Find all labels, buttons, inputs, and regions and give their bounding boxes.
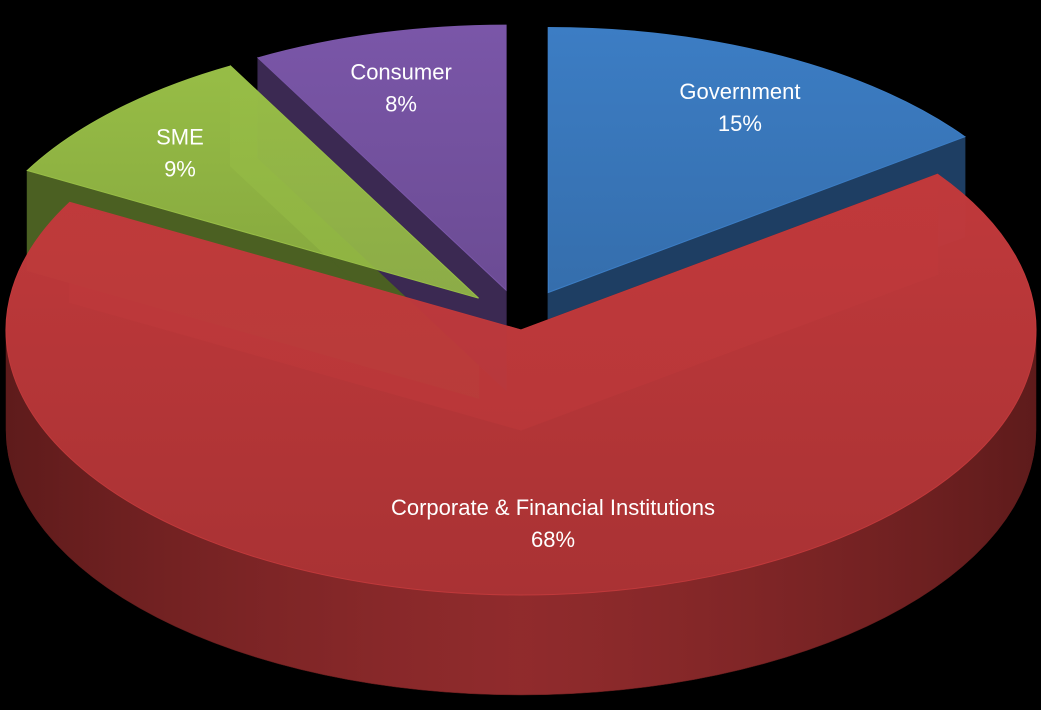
sme-label-name: SME (156, 125, 204, 150)
consumer-label-percent: 8% (385, 92, 417, 117)
sme-slice (26, 65, 479, 299)
government-slice (547, 26, 966, 294)
sme-label-percent: 9% (164, 157, 196, 182)
consumer-slice (256, 24, 507, 292)
corporate-financial-institutions-slice (5, 173, 1037, 596)
consumer-label-name: Consumer (350, 60, 451, 85)
government-label-percent: 15% (718, 111, 762, 136)
pie-tops (5, 24, 1037, 596)
government-label-name: Government (679, 79, 800, 104)
pie-labels: Government 15% Corporate & Financial Insti… (156, 60, 800, 552)
corporate-financial-institutions-label-name: Corporate & Financial Institutions (391, 495, 715, 520)
corporate-financial-institutions-label-percent: 68% (531, 527, 575, 552)
